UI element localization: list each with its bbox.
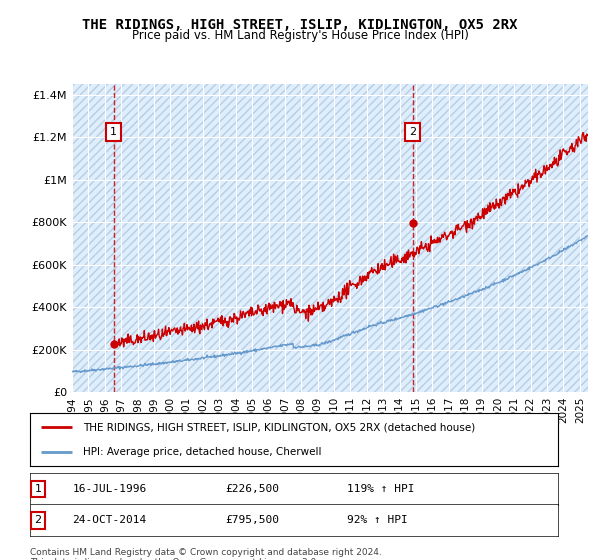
Text: 16-JUL-1996: 16-JUL-1996	[72, 484, 146, 494]
Text: £795,500: £795,500	[226, 515, 280, 525]
Text: Price paid vs. HM Land Registry's House Price Index (HPI): Price paid vs. HM Land Registry's House …	[131, 29, 469, 42]
Text: Contains HM Land Registry data © Crown copyright and database right 2024.
This d: Contains HM Land Registry data © Crown c…	[30, 548, 382, 560]
Text: 2: 2	[409, 127, 416, 137]
Text: 119% ↑ HPI: 119% ↑ HPI	[347, 484, 415, 494]
Text: 24-OCT-2014: 24-OCT-2014	[72, 515, 146, 525]
Text: £226,500: £226,500	[226, 484, 280, 494]
Text: HPI: Average price, detached house, Cherwell: HPI: Average price, detached house, Cher…	[83, 446, 322, 456]
Text: 1: 1	[34, 484, 41, 494]
Text: 92% ↑ HPI: 92% ↑ HPI	[347, 515, 407, 525]
Text: 1: 1	[110, 127, 117, 137]
Text: THE RIDINGS, HIGH STREET, ISLIP, KIDLINGTON, OX5 2RX (detached house): THE RIDINGS, HIGH STREET, ISLIP, KIDLING…	[83, 422, 475, 432]
Text: 2: 2	[34, 515, 41, 525]
Text: THE RIDINGS, HIGH STREET, ISLIP, KIDLINGTON, OX5 2RX: THE RIDINGS, HIGH STREET, ISLIP, KIDLING…	[82, 18, 518, 32]
